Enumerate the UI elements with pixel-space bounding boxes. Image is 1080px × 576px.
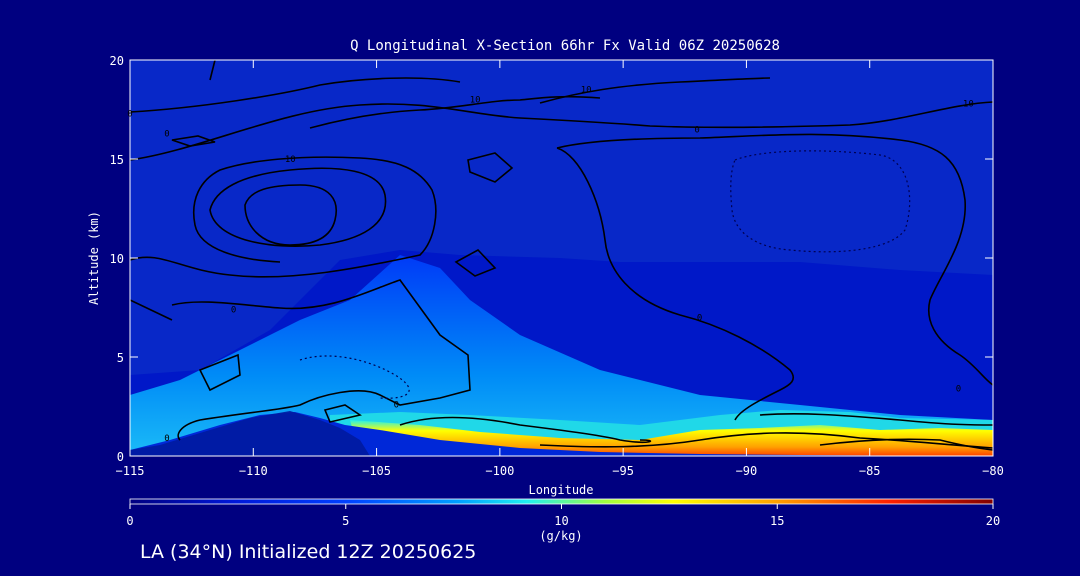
y-tick-label: 10 [110,252,124,266]
contour-label: 0 [697,313,702,323]
y-tick-label: 5 [117,351,124,365]
footer-caption: LA (34°N) Initialized 12Z 20250625 [140,541,477,563]
contour-labels: 0 0 0 0 0 10 10 10 10 0 0 0 [127,86,973,444]
y-tick-label: 15 [110,153,124,167]
x-axis-label: Longitude [528,483,593,497]
contour-label: 10 [285,155,296,165]
contour-lines [130,60,993,451]
chart-title: Q Longitudinal X-Section 66hr Fx Valid 0… [350,38,780,54]
colorbar-tick-label: 5 [342,514,349,528]
contour-label: 0 [127,109,132,119]
contour-label: 10 [470,96,481,106]
contour-label: 0 [956,385,961,395]
high-moisture-band [350,420,993,456]
colorbar-gradient [130,499,993,504]
x-tick-label: −105 [362,464,391,478]
plot-area [130,60,993,456]
colorbar-tick-label: 10 [554,514,568,528]
dashed-contours [299,150,911,399]
y-tick-label: 20 [110,54,124,68]
x-tick-label: −115 [116,464,145,478]
contour-label: 10 [963,100,974,110]
colorbar-tick-label: 15 [770,514,784,528]
y-axis-label: Altitude (km) [87,211,101,305]
contour-label: 0 [394,401,399,411]
x-axis-ticks: −115 −110 −105 −100 −95 −90 −85 −80 [116,60,1004,478]
upper-dry-region [130,60,993,375]
contour-label: 10 [581,86,592,96]
y-tick-label: 0 [117,450,124,464]
x-tick-label: −95 [612,464,634,478]
contour-label: 0 [231,305,236,315]
colorbar-tick-label: 20 [986,514,1000,528]
colorbar-label: (g/kg) [539,529,582,543]
colorbar: 0 5 10 15 20 (g/kg) [126,498,1000,543]
x-tick-label: −90 [736,464,758,478]
contour-label: 0 [694,125,699,135]
colorbar-ticks: 0 5 10 15 20 [126,504,1000,528]
x-tick-label: −100 [485,464,514,478]
x-tick-label: −80 [982,464,1004,478]
contour-label: 0 [164,434,169,444]
contour-label: 0 [164,129,169,139]
x-tick-label: −110 [239,464,268,478]
colorbar-tick-label: 0 [126,514,133,528]
x-tick-label: −85 [859,464,881,478]
y-axis-ticks: 0 5 10 15 20 [110,54,993,464]
terrain-solid [130,411,370,456]
